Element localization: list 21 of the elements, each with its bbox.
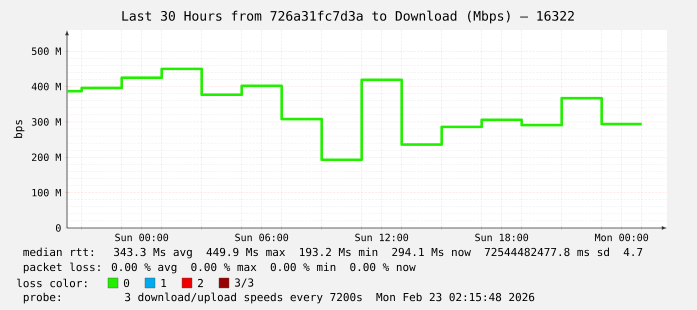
x-tick-label: Sun 00:00 [115,234,168,242]
text: probe: 3 download/upload speeds every 7200s Mon Feb 23 02:15:48 2026 [24,292,534,304]
chart-title: Last 30 Hours from 726a31fc7d3a to Download (Mbps) – 16322 [122,10,574,24]
x-tick-label: Sun 12:00 [355,234,408,242]
x-tick-label: Sun 18:00 [475,234,528,242]
y-tick-label: 400 M [32,82,61,90]
legend-label: 1 [162,278,166,287]
x-tick-label: Sun 06:00 [235,234,288,242]
legend-label: 2 [198,278,203,288]
y-tick-label: 200 M [32,153,61,162]
y-tick-label: 500 M [32,47,61,55]
legend-label: 3/3 [234,278,254,288]
legend-title: loss color: [17,278,86,288]
x-tick-label: Mon 00:00 [594,234,648,242]
y-tick-label: 0 [56,224,61,232]
legend-label: 0 [124,278,130,288]
text: packet loss: 0.00 % avg 0.00 % max 0.00 % min 0.00 % now [24,262,416,274]
y-axis-title: bps [14,120,24,138]
text: median rtt: 343.3 Ms avg 449.9 Ms max 193.2 Ms min 294.1 Ms now 72544482477.8 ms sd 4.7 [23,248,642,258]
y-tick-label: 100 M [32,188,61,196]
y-tick-label: 300 M [32,118,61,126]
